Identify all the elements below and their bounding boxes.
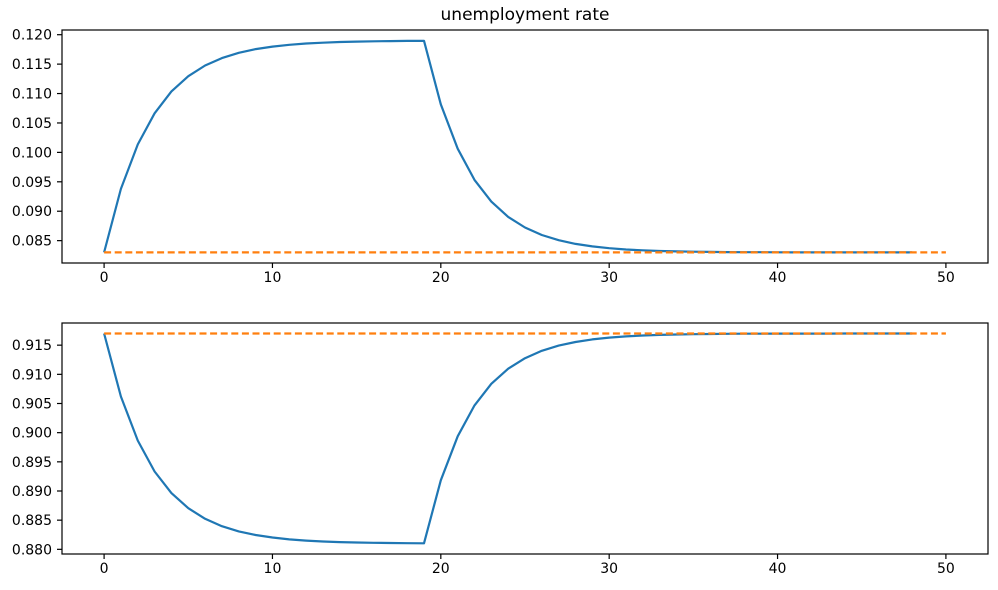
y-tick-label: 0.900 [12, 426, 52, 442]
x-tick-label: 40 [769, 561, 787, 577]
y-tick-label: 0.110 [12, 87, 52, 103]
y-tick-label: 0.085 [12, 234, 52, 250]
y-tick-label: 0.915 [12, 338, 52, 354]
x-tick-label: 30 [600, 561, 618, 577]
x-tick-label: 0 [100, 561, 109, 577]
unemployment-axes-frame [61, 29, 989, 264]
employment-axes-frame [61, 322, 989, 555]
y-tick-label: 0.895 [12, 455, 52, 471]
x-tick-label: 50 [937, 270, 955, 286]
x-tick-label: 40 [769, 270, 787, 286]
x-tick-label: 20 [432, 270, 450, 286]
subplot-unemployment: unemployment rate 0.085 0.090 0.095 0.100 0.… [12, 5, 989, 286]
y-tick-label: 0.105 [12, 116, 52, 132]
subplot-employment: employment rate 0.8800.8850.8900.8950.90… [0, 295, 998, 590]
employment-path-line [103, 332, 913, 545]
y-tick-label: 0.100 [12, 145, 52, 161]
x-tick-label: 20 [432, 561, 450, 577]
unemployment-chart-title: unemployment rate [440, 5, 610, 25]
x-tick-label: 0 [100, 270, 109, 286]
y-tick-label: 0.890 [12, 484, 52, 500]
employment-canvas: 0.880 0.885 0.890 0.895 0.900 0.905 0.910 0.915… [12, 322, 989, 577]
y-tick-label: 0.905 [12, 397, 52, 413]
x-tick-label: 30 [600, 270, 618, 286]
y-tick-label: 0.115 [12, 57, 52, 73]
x-tick-label: 10 [264, 561, 282, 577]
unemployment-path-line [103, 39, 913, 254]
y-tick-label: 0.880 [12, 542, 52, 558]
y-tick-label: 0.910 [12, 367, 52, 383]
x-tick-label: 10 [264, 270, 282, 286]
y-tick-label: 0.095 [12, 175, 52, 191]
y-tick-label: 0.885 [12, 513, 52, 529]
y-tick-label: 0.090 [12, 204, 52, 220]
unemployment-canvas: 0.085 0.090 0.095 0.100 0.105 0.110 0.115 0.120… [12, 28, 989, 286]
y-tick-label: 0.120 [12, 28, 52, 44]
x-tick-label: 50 [937, 561, 955, 577]
